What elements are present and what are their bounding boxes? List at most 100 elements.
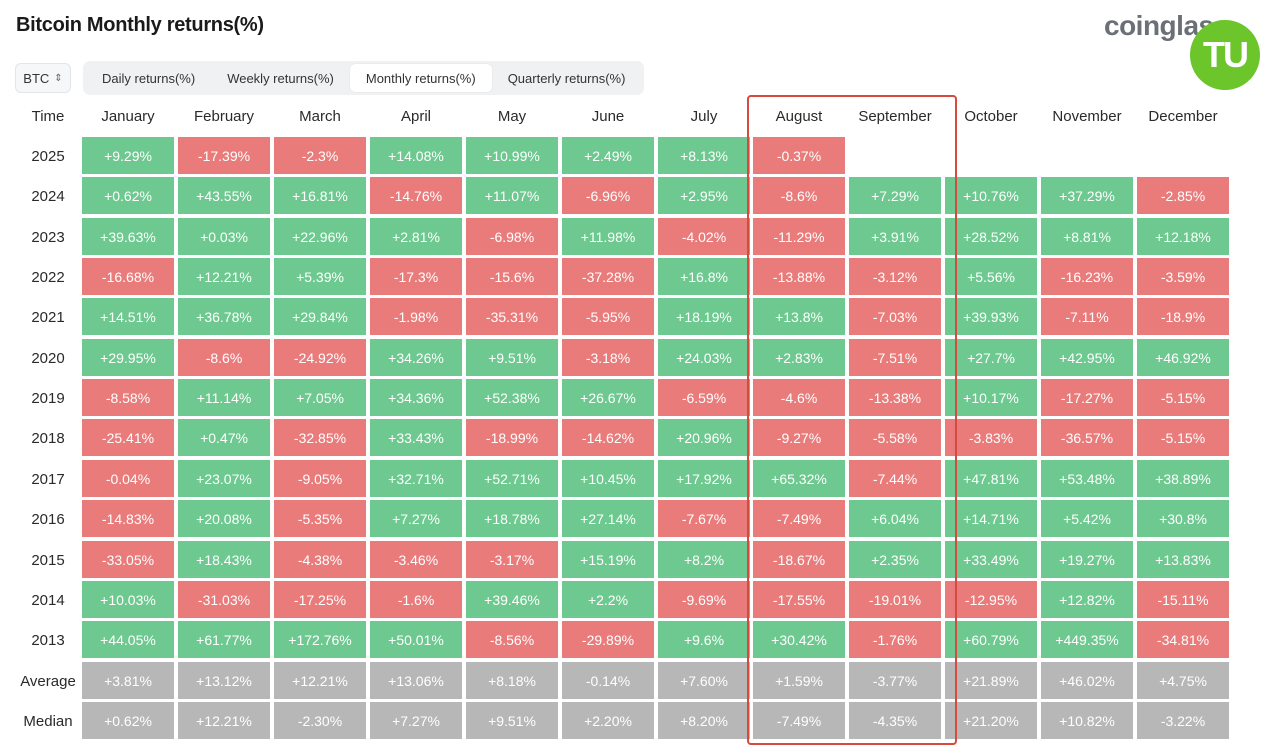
asset-select[interactable]: BTC ⇕: [15, 63, 71, 93]
return-cell: +27.7%: [945, 339, 1037, 376]
return-cell: +39.63%: [82, 218, 174, 255]
return-cell: +14.71%: [945, 500, 1037, 537]
summary-cell: +21.89%: [945, 662, 1037, 699]
return-cell: +12.82%: [1041, 581, 1133, 618]
return-cell: +13.8%: [753, 298, 845, 335]
return-cell: +10.17%: [945, 379, 1037, 416]
return-cell: +33.43%: [370, 419, 462, 456]
summary-cell: +8.20%: [658, 702, 750, 739]
return-cell: +15.19%: [562, 541, 654, 578]
return-cell: +52.71%: [466, 460, 558, 497]
tab-daily-returns[interactable]: Daily returns(%): [102, 70, 196, 86]
return-cell: +5.39%: [274, 258, 366, 295]
summary-cell: -3.22%: [1137, 702, 1229, 739]
return-cell: +28.52%: [945, 218, 1037, 255]
return-cell: +9.51%: [466, 339, 558, 376]
summary-cell: +4.75%: [1137, 662, 1229, 699]
year-label: 2025: [31, 147, 65, 165]
year-label: 2024: [31, 187, 65, 205]
return-cell: -16.23%: [1041, 258, 1133, 295]
year-label: 2015: [31, 551, 65, 569]
column-header-month: February: [193, 107, 255, 125]
return-cell: -31.03%: [178, 581, 270, 618]
return-cell: -13.88%: [753, 258, 845, 295]
return-cell: -34.81%: [1137, 621, 1229, 658]
return-cell: +65.32%: [753, 460, 845, 497]
return-cell: -17.25%: [274, 581, 366, 618]
return-cell: +61.77%: [178, 621, 270, 658]
return-cell: -15.6%: [466, 258, 558, 295]
column-header-month: July: [690, 107, 718, 125]
asset-select-value: BTC: [23, 70, 50, 86]
summary-cell: +13.12%: [178, 662, 270, 699]
return-cell: +60.79%: [945, 621, 1037, 658]
return-cell: -7.49%: [753, 500, 845, 537]
return-cell: -5.95%: [562, 298, 654, 335]
return-cell: -6.59%: [658, 379, 750, 416]
return-cell: +33.49%: [945, 541, 1037, 578]
return-cell: +42.95%: [1041, 339, 1133, 376]
return-cell: +18.19%: [658, 298, 750, 335]
column-header-month: May: [497, 107, 527, 125]
summary-cell: +21.20%: [945, 702, 1037, 739]
return-cell: -35.31%: [466, 298, 558, 335]
return-cell: -1.76%: [849, 621, 941, 658]
return-cell: -17.55%: [753, 581, 845, 618]
column-header-month: March: [299, 107, 341, 125]
return-cell: +17.92%: [658, 460, 750, 497]
tab-monthly-returns[interactable]: Monthly returns(%): [349, 64, 492, 92]
return-cell: -6.96%: [562, 177, 654, 214]
return-cell: -1.6%: [370, 581, 462, 618]
return-cell: -9.69%: [658, 581, 750, 618]
summary-cell: +1.59%: [753, 662, 845, 699]
return-cell: -24.92%: [274, 339, 366, 376]
page-title: Bitcoin Monthly returns(%): [16, 14, 264, 36]
return-cell: -8.6%: [178, 339, 270, 376]
return-cell: -8.56%: [466, 621, 558, 658]
summary-label: Median: [23, 712, 73, 730]
return-cell: +0.47%: [178, 419, 270, 456]
return-cell: +6.04%: [849, 500, 941, 537]
return-cell: -0.04%: [82, 460, 174, 497]
summary-cell: -3.77%: [849, 662, 941, 699]
return-cell: +18.78%: [466, 500, 558, 537]
return-cell: +7.29%: [849, 177, 941, 214]
return-cell: -32.85%: [274, 419, 366, 456]
return-cell: +43.55%: [178, 177, 270, 214]
return-cell: +29.95%: [82, 339, 174, 376]
return-cell: +34.26%: [370, 339, 462, 376]
return-cell: +5.56%: [945, 258, 1037, 295]
return-cell: +8.2%: [658, 541, 750, 578]
return-cell: -0.37%: [753, 137, 845, 174]
return-cell: -7.44%: [849, 460, 941, 497]
column-header-month: October: [964, 107, 1018, 125]
year-label: 2021: [31, 308, 65, 326]
return-cell: -5.15%: [1137, 379, 1229, 416]
tab-weekly-returns[interactable]: Weekly returns(%): [227, 70, 334, 86]
return-cell: +39.93%: [945, 298, 1037, 335]
summary-cell: +10.82%: [1041, 702, 1133, 739]
return-cell: +3.91%: [849, 218, 941, 255]
summary-label: Average: [20, 672, 76, 690]
return-cell: +22.96%: [274, 218, 366, 255]
return-cell: +53.48%: [1041, 460, 1133, 497]
return-cell: -33.05%: [82, 541, 174, 578]
return-cell: -5.15%: [1137, 419, 1229, 456]
return-cell: +27.14%: [562, 500, 654, 537]
column-header-month: December: [1148, 107, 1218, 125]
return-cell: +44.05%: [82, 621, 174, 658]
return-cell: -4.6%: [753, 379, 845, 416]
tu-watermark-badge: TU: [1190, 20, 1260, 90]
return-cell: +30.42%: [753, 621, 845, 658]
return-cell: -17.3%: [370, 258, 462, 295]
summary-cell: +7.27%: [370, 702, 462, 739]
return-cell: +16.81%: [274, 177, 366, 214]
summary-cell: +3.81%: [82, 662, 174, 699]
year-label: 2019: [31, 389, 65, 407]
year-label: 2022: [31, 268, 65, 286]
return-cell: -36.57%: [1041, 419, 1133, 456]
tab-quarterly-returns[interactable]: Quarterly returns(%): [507, 70, 626, 86]
year-label: 2014: [31, 591, 65, 609]
return-cell: +10.99%: [466, 137, 558, 174]
return-cell: +5.42%: [1041, 500, 1133, 537]
